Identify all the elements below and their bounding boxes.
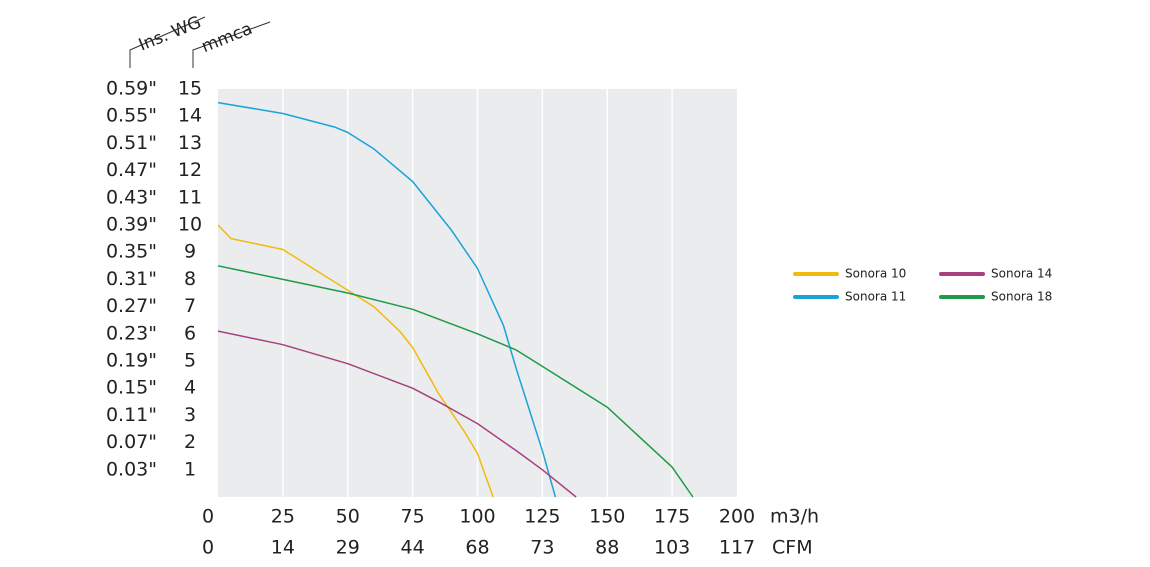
y2-tick-label: 0.35" bbox=[106, 241, 157, 263]
y-tick-label: 11 bbox=[178, 186, 202, 208]
y2-tick-label: 0.31" bbox=[106, 268, 157, 290]
y-tick-label: 8 bbox=[184, 268, 196, 290]
x-tick-label: 0 bbox=[202, 506, 214, 528]
legend-label: Sonora 14 bbox=[991, 267, 1052, 281]
x-tick-label: 50 bbox=[336, 506, 360, 528]
y-tick-label: 9 bbox=[184, 241, 196, 263]
y2-tick-label: 0.15" bbox=[106, 377, 157, 399]
x-tick-label: 125 bbox=[524, 506, 560, 528]
y-unit-label: mmca bbox=[199, 19, 256, 57]
x-tick-label: 175 bbox=[654, 506, 690, 528]
x2-tick-label: 14 bbox=[271, 537, 295, 559]
series-line bbox=[217, 224, 494, 498]
header-line bbox=[192, 21, 271, 68]
x2-tick-label: 0 bbox=[202, 537, 214, 559]
y-tick-label: 13 bbox=[178, 132, 202, 154]
legend-label: Sonora 10 bbox=[845, 267, 906, 281]
header-line bbox=[129, 16, 206, 68]
y2-tick-label: 0.03" bbox=[106, 458, 157, 480]
x2-tick-label: 88 bbox=[595, 537, 619, 559]
y-tick-label: 10 bbox=[178, 214, 202, 236]
x-tick-label: 200 bbox=[719, 506, 755, 528]
series-line bbox=[217, 265, 694, 498]
x-tick-label: 25 bbox=[271, 506, 295, 528]
y-tick-label: 7 bbox=[184, 295, 196, 317]
x-tick-label: 75 bbox=[401, 506, 425, 528]
x2-tick-label: 117 bbox=[719, 537, 755, 559]
y2-tick-label: 0.19" bbox=[106, 350, 157, 372]
y2-tick-label: 0.11" bbox=[106, 404, 157, 426]
y2-tick-label: 0.55" bbox=[106, 105, 157, 127]
series-line bbox=[217, 330, 577, 498]
y2-tick-label: 0.39" bbox=[106, 214, 157, 236]
y-tick-label: 15 bbox=[178, 78, 202, 100]
legend-label: Sonora 18 bbox=[991, 290, 1052, 304]
x2-tick-label: 68 bbox=[465, 537, 489, 559]
y2-unit-label: Ins. WG bbox=[136, 12, 204, 55]
series-line bbox=[217, 101, 557, 498]
y2-tick-label: 0.23" bbox=[106, 322, 157, 344]
y2-tick-label: 0.27" bbox=[106, 295, 157, 317]
y-tick-label: 2 bbox=[184, 431, 196, 453]
y-tick-label: 5 bbox=[184, 350, 196, 372]
y-tick-label: 12 bbox=[178, 159, 202, 181]
y2-tick-label: 0.07" bbox=[106, 431, 157, 453]
y2-tick-label: 0.43" bbox=[106, 186, 157, 208]
y-tick-label: 4 bbox=[184, 377, 196, 399]
y2-tick-label: 0.47" bbox=[106, 159, 157, 181]
y-tick-label: 3 bbox=[184, 404, 196, 426]
y2-tick-label: 0.59" bbox=[106, 78, 157, 100]
x2-tick-label: 103 bbox=[654, 537, 690, 559]
x2-tick-label: 29 bbox=[336, 537, 360, 559]
x2-tick-label: 44 bbox=[401, 537, 425, 559]
x-tick-label: 100 bbox=[459, 506, 495, 528]
y-tick-label: 1 bbox=[184, 458, 196, 480]
legend-label: Sonora 11 bbox=[845, 290, 906, 304]
x-tick-label: 150 bbox=[589, 506, 625, 528]
x2-unit-label: CFM bbox=[772, 537, 813, 559]
y-tick-label: 6 bbox=[184, 322, 196, 344]
y-tick-label: 14 bbox=[178, 105, 202, 127]
x-unit-label: m3/h bbox=[770, 506, 819, 528]
y2-tick-label: 0.51" bbox=[106, 132, 157, 154]
x2-tick-label: 73 bbox=[530, 537, 554, 559]
